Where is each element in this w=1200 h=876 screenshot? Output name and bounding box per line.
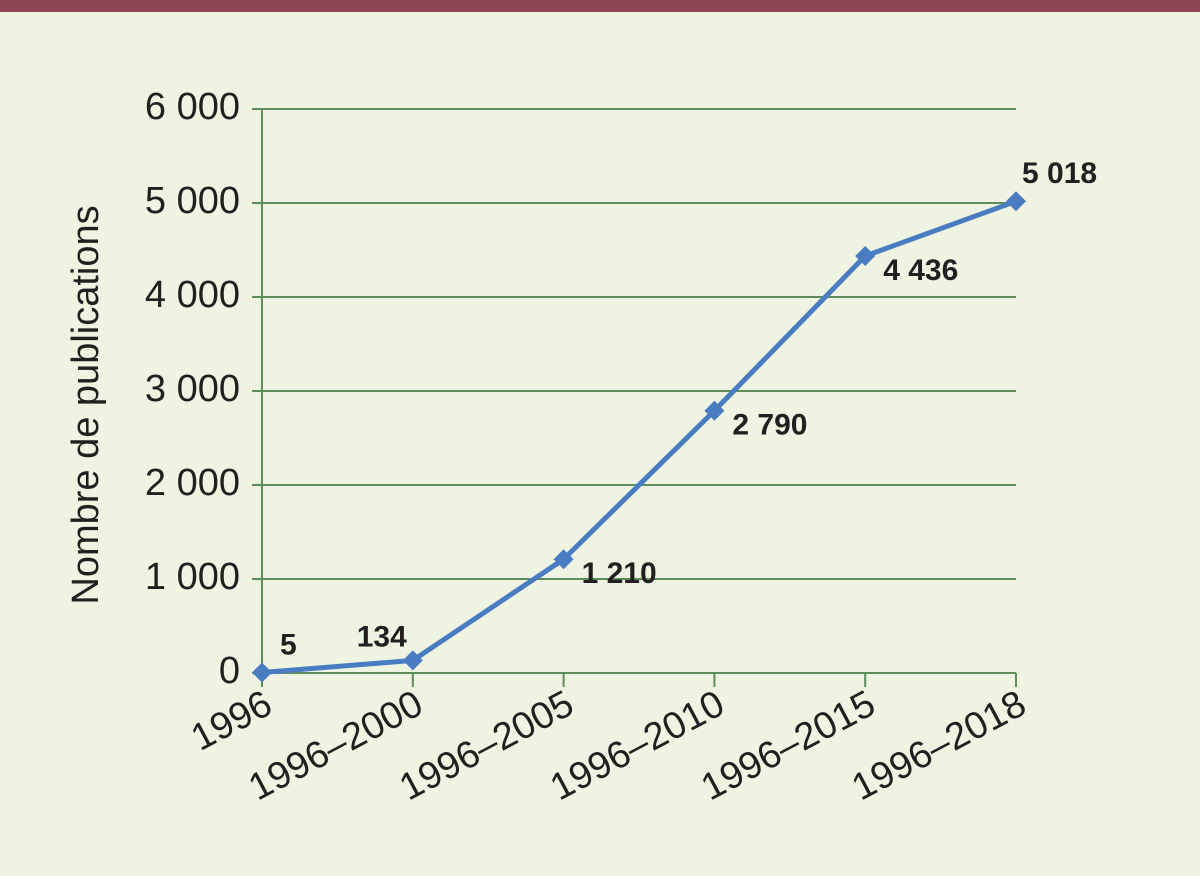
data-marker bbox=[402, 650, 423, 671]
value-label: 5 bbox=[280, 628, 297, 661]
y-axis-title: Nombre de publications bbox=[65, 205, 107, 604]
data-marker bbox=[553, 549, 574, 570]
value-label: 5 018 bbox=[1022, 157, 1097, 190]
value-label: 1 210 bbox=[582, 557, 657, 590]
y-tick-label: 2 000 bbox=[145, 462, 240, 504]
value-label: 4 436 bbox=[883, 254, 958, 287]
y-tick-label: 6 000 bbox=[145, 86, 240, 128]
data-line bbox=[261, 198, 1017, 676]
value-label: 134 bbox=[357, 620, 407, 653]
data-marker bbox=[252, 662, 272, 683]
x-tick-label: 1996 bbox=[185, 683, 279, 760]
y-tick-label: 0 bbox=[219, 650, 240, 692]
y-tick-label: 3 000 bbox=[145, 368, 240, 410]
x-tick-label: 1996–2018 bbox=[845, 683, 1033, 809]
y-tick-label: 5 000 bbox=[145, 180, 240, 222]
data-marker bbox=[704, 400, 725, 421]
value-label: 2 790 bbox=[732, 409, 807, 442]
top-bar bbox=[0, 0, 1200, 12]
data-marker bbox=[1006, 191, 1026, 212]
data-marker bbox=[855, 246, 876, 267]
y-tick-label: 4 000 bbox=[145, 274, 240, 316]
y-tick-label: 1 000 bbox=[145, 556, 240, 598]
